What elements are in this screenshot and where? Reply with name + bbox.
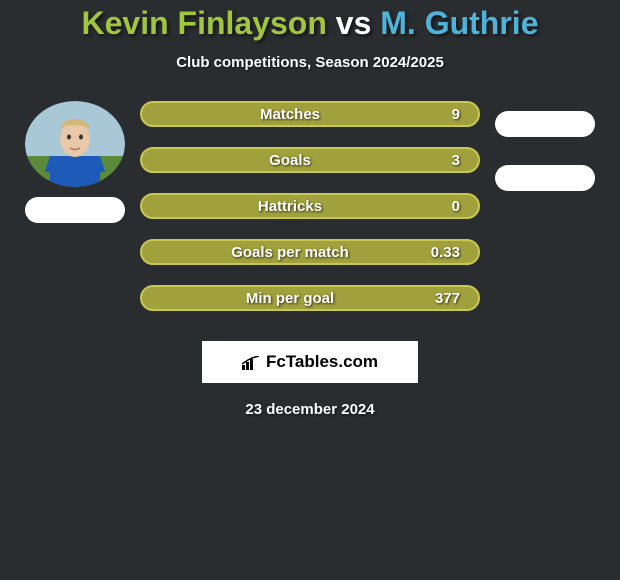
stat-label: Min per goal bbox=[160, 290, 420, 307]
stats-column: Matches9Goals3Hattricks0Goals per match0… bbox=[140, 101, 480, 311]
player2-name: M. Guthrie bbox=[380, 5, 538, 41]
subtitle: Club competitions, Season 2024/2025 bbox=[0, 54, 620, 71]
stat-label: Goals per match bbox=[160, 244, 420, 261]
footer-date: 23 december 2024 bbox=[0, 401, 620, 418]
stat-value: 3 bbox=[420, 152, 460, 169]
player-right-name-pill-1 bbox=[495, 111, 595, 137]
stat-bar-min-per-goal: Min per goal377 bbox=[140, 285, 480, 311]
comparison-card: Kevin Finlayson vs M. Guthrie Club compe… bbox=[0, 0, 620, 418]
vs-text: vs bbox=[336, 5, 372, 41]
logo-text: FcTables.com bbox=[266, 352, 378, 372]
stat-value: 377 bbox=[420, 290, 460, 307]
player-left-avatar bbox=[25, 101, 125, 187]
player-right-column bbox=[490, 101, 600, 191]
logo-box: FcTables.com bbox=[202, 341, 418, 383]
stat-bar-matches: Matches9 bbox=[140, 101, 480, 127]
player-right-name-pill-2 bbox=[495, 165, 595, 191]
stat-bar-goals-per-match: Goals per match0.33 bbox=[140, 239, 480, 265]
avatar-svg bbox=[25, 101, 125, 187]
title: Kevin Finlayson vs M. Guthrie bbox=[0, 5, 620, 42]
content-row: Matches9Goals3Hattricks0Goals per match0… bbox=[0, 101, 620, 311]
stat-value: 0 bbox=[420, 198, 460, 215]
stat-value: 9 bbox=[420, 106, 460, 123]
stat-label: Hattricks bbox=[160, 198, 420, 215]
stat-bar-hattricks: Hattricks0 bbox=[140, 193, 480, 219]
player1-name: Kevin Finlayson bbox=[82, 5, 327, 41]
player-left-name-pill bbox=[25, 197, 125, 223]
stat-value: 0.33 bbox=[420, 244, 460, 261]
chart-icon bbox=[242, 355, 260, 369]
stat-label: Goals bbox=[160, 152, 420, 169]
stat-label: Matches bbox=[160, 106, 420, 123]
stat-bar-goals: Goals3 bbox=[140, 147, 480, 173]
player-left-column bbox=[20, 101, 130, 223]
